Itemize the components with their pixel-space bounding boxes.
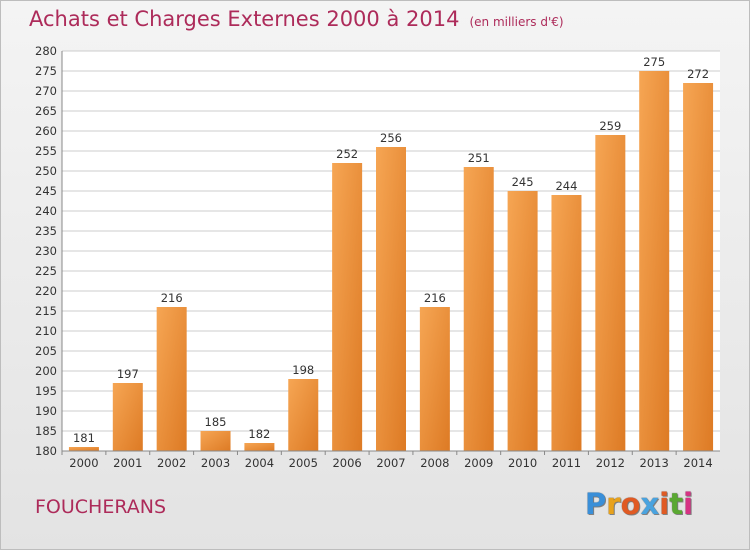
data-label: 245 — [512, 175, 534, 189]
x-tick-label: 2008 — [420, 456, 449, 470]
data-label: 244 — [555, 179, 577, 193]
x-tick-label: 2005 — [289, 456, 318, 470]
x-tick-label: 2010 — [508, 456, 537, 470]
x-tick-label: 2001 — [113, 456, 142, 470]
data-label: 198 — [292, 363, 314, 377]
data-label: 182 — [248, 427, 270, 441]
y-tick-label: 220 — [35, 284, 57, 298]
data-label: 251 — [468, 151, 490, 165]
bar-2007 — [376, 147, 406, 451]
y-tick-label: 195 — [35, 384, 57, 398]
data-label: 275 — [643, 55, 665, 69]
data-label: 197 — [117, 367, 139, 381]
y-tick-label: 210 — [35, 324, 57, 338]
x-tick-label: 2011 — [552, 456, 581, 470]
x-tick-label: 2003 — [201, 456, 230, 470]
y-tick-label: 200 — [35, 364, 57, 378]
y-tick-label: 280 — [35, 44, 57, 58]
data-label: 256 — [380, 131, 402, 145]
bar-2014 — [683, 83, 714, 451]
bar-2006 — [332, 163, 363, 451]
y-tick-label: 235 — [35, 224, 57, 238]
proxiti-logo: Proxiti — [585, 487, 693, 521]
data-label: 259 — [599, 119, 621, 133]
bar-2004 — [244, 443, 275, 451]
logo-letter: o — [620, 487, 641, 521]
bar-2001 — [112, 383, 143, 451]
bar-2002 — [156, 307, 187, 451]
bars: 181 197 216 185 182 198 252 256 216 251 245 244 259 2… — [68, 55, 714, 451]
x-tick-label: 2006 — [332, 456, 361, 470]
y-tick-label: 230 — [35, 244, 57, 258]
y-tick-label: 225 — [35, 264, 57, 278]
logo-letter: x — [640, 487, 660, 521]
y-tick-label: 270 — [35, 84, 57, 98]
location-name: FOUCHERANS — [35, 496, 167, 518]
x-tick-label: 2004 — [245, 456, 274, 470]
data-label: 185 — [205, 415, 227, 429]
x-tick-label: 2014 — [683, 456, 712, 470]
y-tick-label: 180 — [35, 444, 57, 458]
bar-2008 — [419, 307, 450, 451]
x-tick-label: 2013 — [640, 456, 669, 470]
data-label: 216 — [424, 291, 446, 305]
y-tick-label: 250 — [35, 164, 57, 178]
x-tick-label: 2000 — [69, 456, 98, 470]
y-tick-label: 265 — [35, 104, 57, 118]
y-tick-label: 185 — [35, 424, 57, 438]
bar-2003 — [200, 431, 231, 451]
y-tick-label: 275 — [35, 64, 57, 78]
data-label: 181 — [73, 431, 95, 445]
logo-letter: P — [585, 487, 607, 521]
logo-letter: i — [659, 487, 670, 521]
axes: 180 185 190 195 200 205 210 215 220 225 230 235 240 2… — [35, 44, 720, 470]
y-tick-label: 190 — [35, 404, 57, 418]
chart-title: Achats et Charges Externes 2000 à 2014 (e… — [29, 7, 564, 31]
x-tick-label: 2002 — [157, 456, 186, 470]
bar-2005 — [288, 379, 319, 451]
y-tick-label: 260 — [35, 124, 57, 138]
bar-2012 — [595, 135, 626, 451]
y-tick-label: 205 — [35, 344, 57, 358]
bar-2009 — [463, 167, 494, 451]
x-tick-label: 2009 — [464, 456, 493, 470]
bar-2010 — [507, 191, 538, 451]
title-text: Achats et Charges Externes 2000 à 2014 — [29, 7, 460, 31]
logo-letter: r — [606, 487, 621, 521]
y-tick-label: 240 — [35, 204, 57, 218]
logo-letter: t — [669, 487, 684, 521]
data-label: 252 — [336, 147, 358, 161]
x-tick-label: 2007 — [376, 456, 405, 470]
bar-2013 — [639, 71, 670, 451]
bar-2000 — [68, 447, 99, 451]
chart-subtitle: (en milliers d'€) — [469, 15, 564, 29]
y-tick-label: 215 — [35, 304, 57, 318]
data-label: 272 — [687, 67, 709, 81]
x-tick-label: 2012 — [596, 456, 625, 470]
y-tick-label: 255 — [35, 144, 57, 158]
bar-2011 — [551, 195, 582, 451]
logo-letter: i — [683, 487, 694, 521]
data-label: 216 — [161, 291, 183, 305]
y-tick-label: 245 — [35, 184, 57, 198]
